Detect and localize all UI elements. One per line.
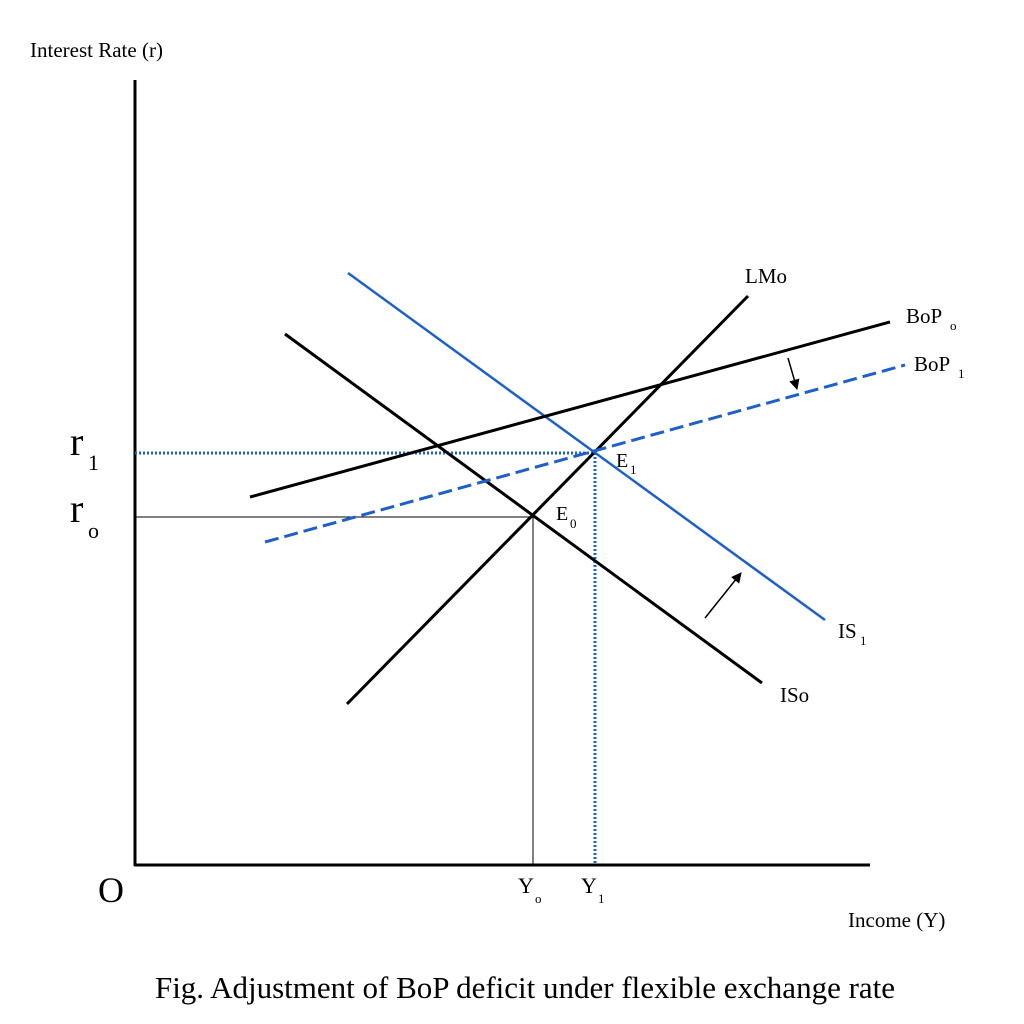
y-axis-label: Interest Rate (r)	[30, 38, 163, 62]
shift-arrow	[787, 357, 800, 391]
curve-sub: o	[950, 318, 957, 333]
origin-label: O	[98, 870, 124, 910]
level-label: r	[70, 486, 83, 531]
level-label: r	[70, 419, 83, 464]
point-label: E	[556, 503, 568, 525]
point-sub: 1	[630, 462, 637, 477]
curve-label: IS	[838, 619, 857, 643]
shift-arrow	[704, 572, 742, 619]
level-sub: o	[88, 518, 99, 543]
output-sub: 1	[598, 891, 605, 906]
curve-label: ISo	[780, 683, 809, 707]
curve-sub: 1	[958, 366, 965, 381]
curve-label: BoP	[914, 352, 950, 376]
point-label: E	[616, 450, 628, 472]
output-label: Y	[518, 873, 534, 898]
output-sub: o	[535, 891, 542, 906]
is1-curve	[347, 271, 826, 622]
lm-curve	[345, 294, 750, 706]
curve-label: LMo	[745, 264, 787, 288]
curve-sub: 1	[860, 633, 867, 648]
point-sub: 0	[570, 516, 577, 531]
output-label: Y	[581, 873, 597, 898]
curve-label: BoP	[906, 304, 942, 328]
is0-curve	[284, 332, 763, 685]
bop1-curve	[264, 363, 906, 544]
x-axis-label: Income (Y)	[848, 908, 945, 932]
level-sub: 1	[88, 450, 99, 475]
bop0-curve	[249, 320, 891, 499]
caption: Fig. Adjustment of BoP deficit under fle…	[155, 970, 895, 1005]
